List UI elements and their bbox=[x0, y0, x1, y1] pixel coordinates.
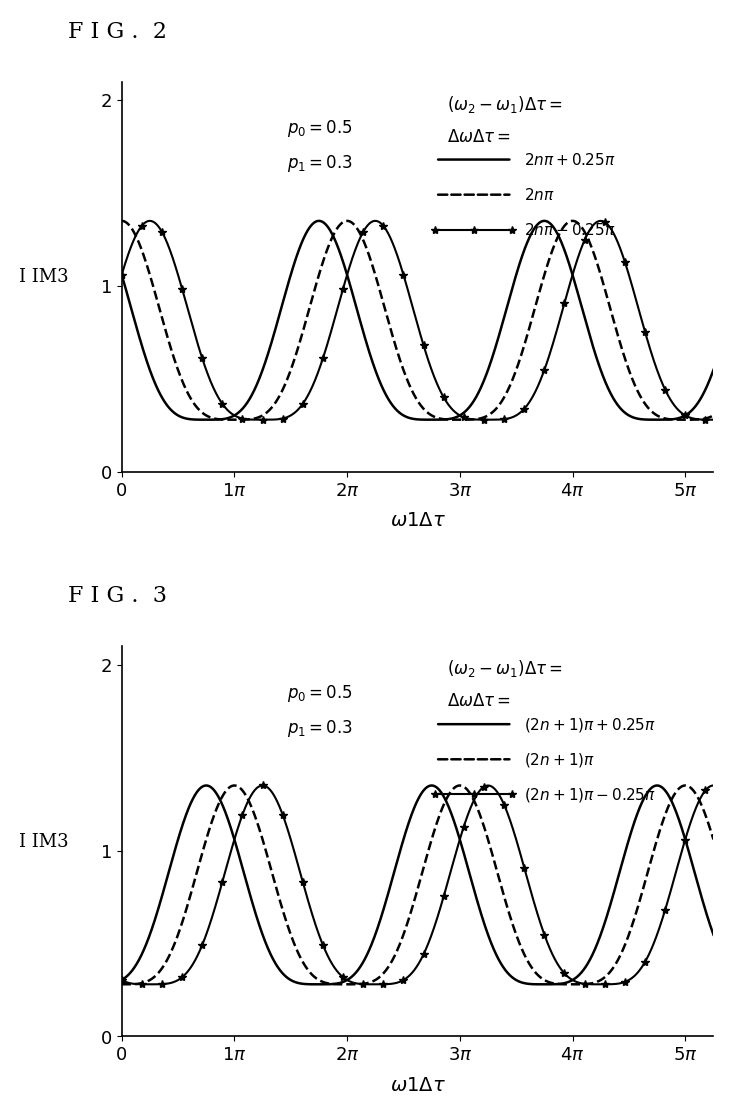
X-axis label: $\omega 1 \Delta \tau$: $\omega 1 \Delta \tau$ bbox=[390, 1075, 446, 1094]
Text: $(\omega_2-\omega_1)\Delta\tau =$: $(\omega_2-\omega_1)\Delta\tau =$ bbox=[447, 94, 563, 115]
Text: $\Delta \omega \Delta\tau =$: $\Delta \omega \Delta\tau =$ bbox=[447, 128, 511, 146]
Text: $p_1=0.3$: $p_1=0.3$ bbox=[287, 153, 353, 174]
Text: I IM3: I IM3 bbox=[19, 832, 68, 851]
Text: $2n \pi$: $2n \pi$ bbox=[524, 187, 555, 203]
Text: $p_0=0.5$: $p_0=0.5$ bbox=[287, 118, 353, 139]
Text: $p_1=0.3$: $p_1=0.3$ bbox=[287, 718, 353, 739]
Text: $(\omega_2-\omega_1)\Delta\tau =$: $(\omega_2-\omega_1)\Delta\tau =$ bbox=[447, 658, 563, 679]
Text: $p_0=0.5$: $p_0=0.5$ bbox=[287, 682, 353, 704]
Text: F I G .  3: F I G . 3 bbox=[68, 585, 167, 608]
Text: F I G .  2: F I G . 2 bbox=[68, 21, 167, 42]
Text: $(2 n+1)\pi -0.25 \pi$: $(2 n+1)\pi -0.25 \pi$ bbox=[524, 785, 656, 804]
Text: $2n \pi -0.25 \pi$: $2n \pi -0.25 \pi$ bbox=[524, 222, 616, 239]
Text: I IM3: I IM3 bbox=[19, 268, 68, 285]
Text: $2n \pi +0.25 \pi$: $2n \pi +0.25 \pi$ bbox=[524, 152, 616, 168]
Text: $\Delta \omega \Delta\tau =$: $\Delta \omega \Delta\tau =$ bbox=[447, 694, 511, 710]
X-axis label: $\omega 1 \Delta \tau$: $\omega 1 \Delta \tau$ bbox=[390, 511, 446, 530]
Text: $(2 n+1)\pi +0.25 \pi$: $(2 n+1)\pi +0.25 \pi$ bbox=[524, 716, 656, 734]
Text: $(2 n+1)\pi$: $(2 n+1)\pi$ bbox=[524, 750, 595, 768]
